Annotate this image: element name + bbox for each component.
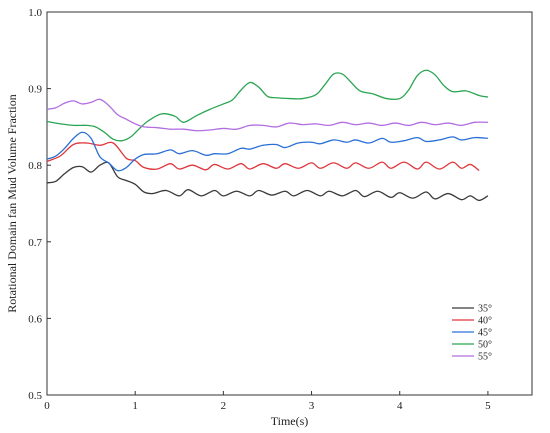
series-layer bbox=[46, 69, 489, 202]
legend: 35°40°45°50°55° bbox=[452, 304, 492, 363]
x-tick-label: 0 bbox=[44, 400, 50, 412]
y-tick-label: 0.7 bbox=[28, 237, 42, 249]
legend-label: 55° bbox=[478, 352, 492, 363]
y-axis-label: Rotational Domain fan Mud Volume Fractio… bbox=[5, 94, 19, 313]
y-tick-label: 0.6 bbox=[28, 313, 42, 325]
plot-frame bbox=[46, 11, 533, 396]
y-axis-ticks: 0.5 0.6 0.7 0.8 0.9 1.0 bbox=[28, 7, 51, 402]
y-tick-label: 0.5 bbox=[28, 390, 42, 402]
y-tick-label: 0.9 bbox=[28, 84, 42, 96]
y-tick-label: 1.0 bbox=[28, 7, 42, 19]
legend-label: 45° bbox=[478, 328, 492, 339]
x-tick-label: 5 bbox=[485, 400, 491, 412]
x-tick-label: 4 bbox=[397, 400, 403, 412]
legend-label: 50° bbox=[478, 340, 492, 351]
x-tick-label: 3 bbox=[309, 400, 315, 412]
x-tick-label: 1 bbox=[132, 400, 138, 412]
legend-label: 35° bbox=[478, 304, 492, 315]
series-line-50deg bbox=[46, 69, 489, 142]
series-line-40deg bbox=[46, 141, 480, 172]
legend-label: 40° bbox=[478, 316, 492, 327]
series-line-45deg bbox=[46, 131, 488, 172]
y-tick-label: 0.8 bbox=[28, 160, 42, 172]
x-axis-ticks: 0 1 2 3 4 5 bbox=[44, 391, 491, 412]
x-tick-label: 2 bbox=[221, 400, 227, 412]
series-line-55deg bbox=[46, 98, 488, 132]
x-axis-label: Time(s) bbox=[271, 414, 309, 428]
